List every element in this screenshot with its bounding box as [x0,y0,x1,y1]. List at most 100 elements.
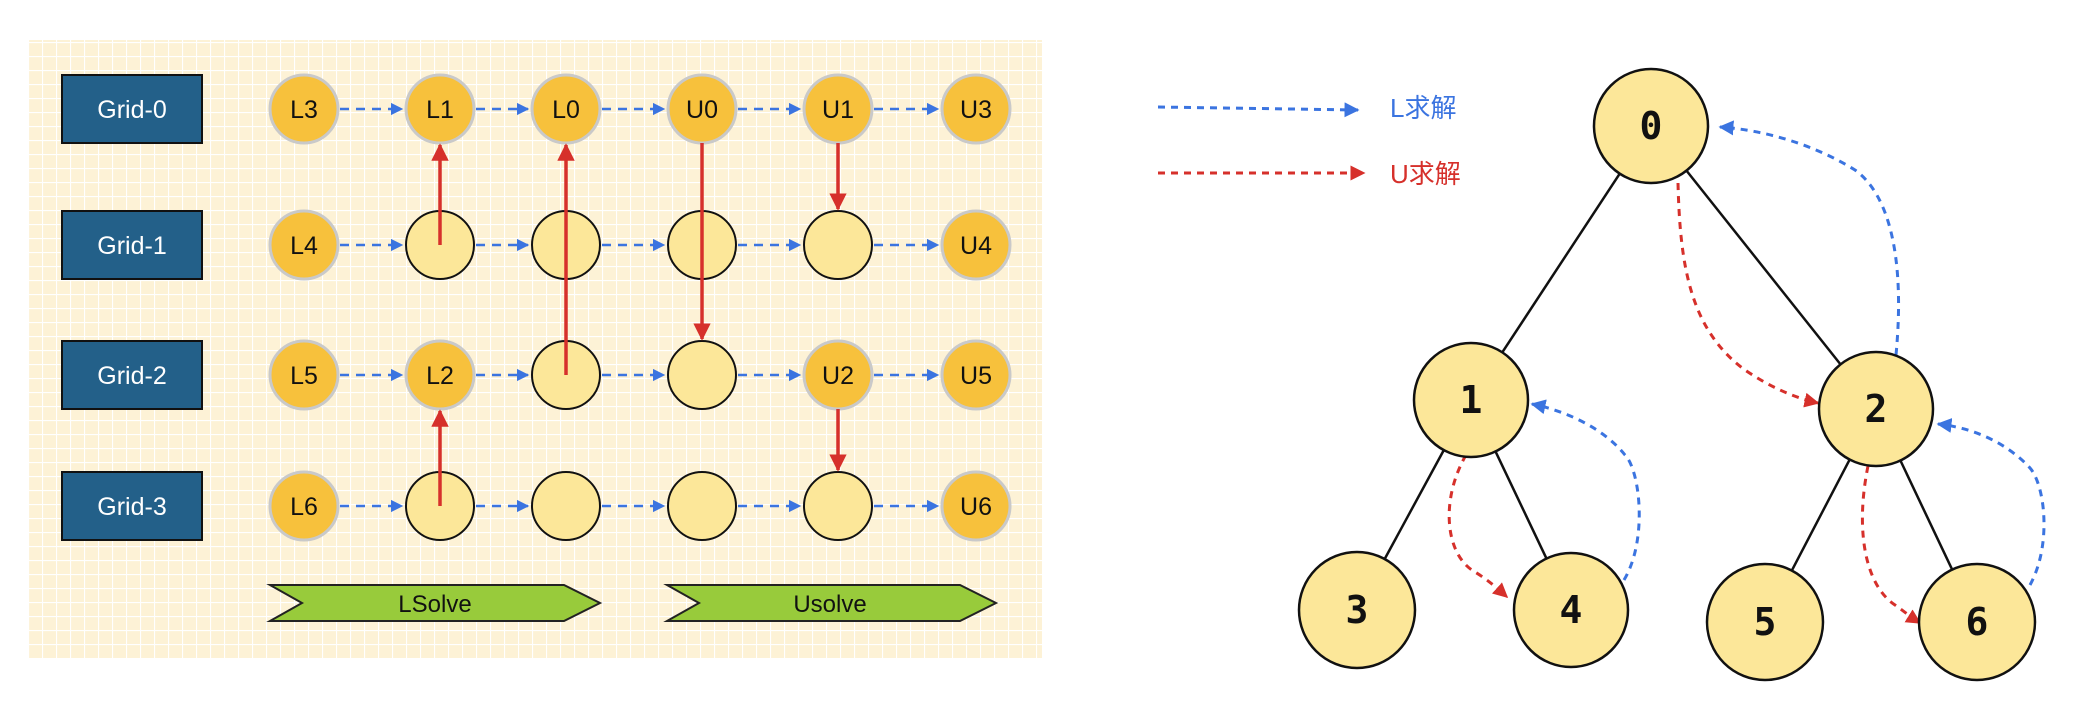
grid-node-r1-c4 [803,210,873,280]
grid-node-r2-c0: L5 [268,339,340,411]
tree-node-circle [1297,550,1417,670]
grid-box [61,340,203,410]
tree-edge-1-4 [1494,450,1548,560]
tree-node-circle [1705,562,1825,682]
grid-node-label: L0 [552,96,580,124]
grid-box-label: Grid-2 [97,362,166,390]
grid-node-label: U1 [822,96,854,124]
tree-l-arrow-6-2 [1936,417,2046,586]
grid-node-circle [268,73,340,145]
tree-edge-2-6 [1899,459,1954,571]
tree-node-4: 4 [1512,551,1630,669]
grid-node-r2-c3 [667,340,737,410]
grid-node-label: U0 [686,96,718,124]
grid-node-r0-c0: L3 [268,73,340,145]
grid-node-label: L4 [290,232,318,260]
grid-node-label: L3 [290,96,318,124]
grid-node-label: U6 [960,493,992,521]
grid-node-circle [530,73,602,145]
grid-nodes: L3 L1 L0 U0 U1 U3 L4 U4 L5 L2 U2 U5 L6 U6 [268,73,1012,542]
grid-box-label: Grid-0 [97,96,166,124]
tree-node-label: 0 [1640,104,1663,148]
legend-l-arrow [1157,102,1360,118]
grid-node-label: L6 [290,493,318,521]
tree-edge-0-1 [1501,172,1621,354]
grid-node-r3-c3 [667,471,737,541]
grid-node-r0-c2: L0 [530,73,602,145]
tree-u-arrow-0-2 [1676,182,1820,408]
grid-label-box-3: Grid-3 [61,471,203,541]
grid-node-circle [667,471,737,541]
tree-node-label: 6 [1966,600,1989,644]
tree-l-arrow-2-0 [1718,120,1901,356]
usolve-banner: Usolve [663,584,999,622]
legend-l-label: L求解 [1390,93,1456,123]
grid-node-r2-c5: U5 [940,339,1012,411]
grid-node-label: U4 [960,232,992,260]
grid-box-label: Grid-1 [97,232,166,260]
grid-node-r0-c5: U3 [940,73,1012,145]
usolve-banner-shape [663,584,999,622]
tree-node-1: 1 [1412,341,1530,459]
lsolve-banner-shape [266,584,603,622]
tree-node-circle [1512,551,1630,669]
tree-u-arrow-1-4 [1447,454,1509,599]
tree-node-circle [1817,350,1935,468]
grid-node-r2-c4: U2 [802,339,874,411]
tree-node-circle [1592,67,1710,185]
grid-node-circle [940,470,1012,542]
grid-box-label: Grid-3 [97,493,166,521]
grid-box [61,210,203,280]
tree-node-2: 2 [1817,350,1935,468]
tree-solve-arrows [1447,120,2046,625]
tree-nodes: 0 1 2 3 4 5 6 [1297,67,2037,682]
grid-labels: Grid-0 Grid-1 Grid-2 Grid-3 [61,74,203,541]
tree-node-label: 5 [1754,600,1777,644]
tree-node-label: 3 [1346,588,1369,632]
grid-node-circle [803,471,873,541]
tree-edge-1-3 [1383,449,1445,560]
grid-node-circle [803,210,873,280]
grid-node-circle [940,339,1012,411]
elimination-tree: 0 1 2 3 4 5 6 [1297,67,2046,682]
grid-node-r3-c2 [531,471,601,541]
grid-node-label: U5 [960,362,992,390]
grid-diagram-panel: Grid-0 Grid-1 Grid-2 Grid-3 L3 L1 L0 U0 U1 U3 L4 U… [28,40,1042,658]
tree-node-5: 5 [1705,562,1825,682]
legend-u-label: U求解 [1390,159,1461,189]
grid-node-label: L2 [426,362,454,390]
legend: L求解 U求解 [1157,93,1461,189]
grid-node-label: U3 [960,96,992,124]
grid-label-box-2: Grid-2 [61,340,203,410]
grid-node-r3-c4 [803,471,873,541]
vertical-u-arrows [431,143,847,506]
grid-node-r1-c0: L4 [268,209,340,281]
grid-node-circle [531,471,601,541]
tree-node-0: 0 [1592,67,1710,185]
grid-label-box-0: Grid-0 [61,74,203,144]
grid-node-circle [940,73,1012,145]
grid-node-circle [667,340,737,410]
tree-node-3: 3 [1297,550,1417,670]
grid-box [61,471,203,541]
grid-node-label: U2 [822,362,854,390]
tree-edges [1383,169,1954,572]
tree-node-label: 2 [1865,387,1888,431]
grid-node-circle [268,209,340,281]
grid-node-r3-c0: L6 [268,470,340,542]
lsolve-banner: LSolve [266,584,603,622]
grid-node-r3-c5: U6 [940,470,1012,542]
tree-edge-0-2 [1685,169,1842,366]
grid-node-r2-c1: L2 [404,339,476,411]
usolve-banner-label: Usolve [793,591,866,618]
tree-l-arrow-4-1 [1530,399,1641,581]
grid-box [61,74,203,144]
grid-node-circle [404,339,476,411]
tree-node-label: 4 [1560,588,1583,632]
grid-label-box-1: Grid-1 [61,210,203,280]
grid-node-r0-c4: U1 [802,73,874,145]
grid-node-circle [404,73,476,145]
grid-node-label: L1 [426,96,454,124]
grid-node-circle [940,209,1012,281]
